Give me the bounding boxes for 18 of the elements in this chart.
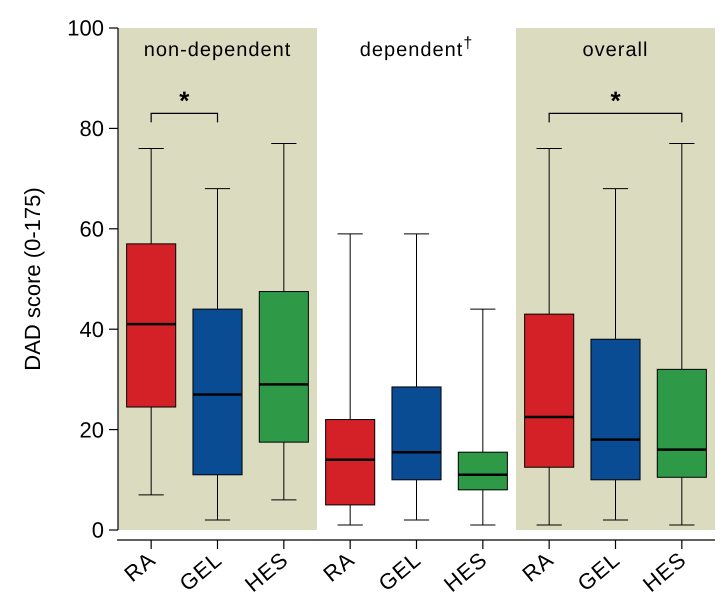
x-tick-label: RA xyxy=(517,546,558,587)
annotation: * xyxy=(610,85,622,116)
x-tick-label: GEL xyxy=(572,546,625,596)
y-axis-title: DAD score (0-175) xyxy=(20,187,45,371)
y-tick-label: 80 xyxy=(80,116,104,142)
chart-title: dependent$^{†}$ xyxy=(360,34,474,61)
x-tick-label: RA xyxy=(318,546,360,587)
annotation: * xyxy=(179,85,190,116)
y-tick-label: 100 xyxy=(67,16,104,41)
x-tick-label: GEL xyxy=(374,546,426,596)
x-tick-label: RA xyxy=(119,546,160,587)
y-tick-label: 0 xyxy=(92,518,104,543)
x-tick-label: GEL xyxy=(174,546,227,596)
y-tick-label: 20 xyxy=(80,417,104,442)
y-tick-label: 40 xyxy=(80,316,104,342)
text: overall xyxy=(582,39,648,61)
text: non-dependent xyxy=(144,39,292,61)
y-tick-label: 60 xyxy=(80,216,104,242)
